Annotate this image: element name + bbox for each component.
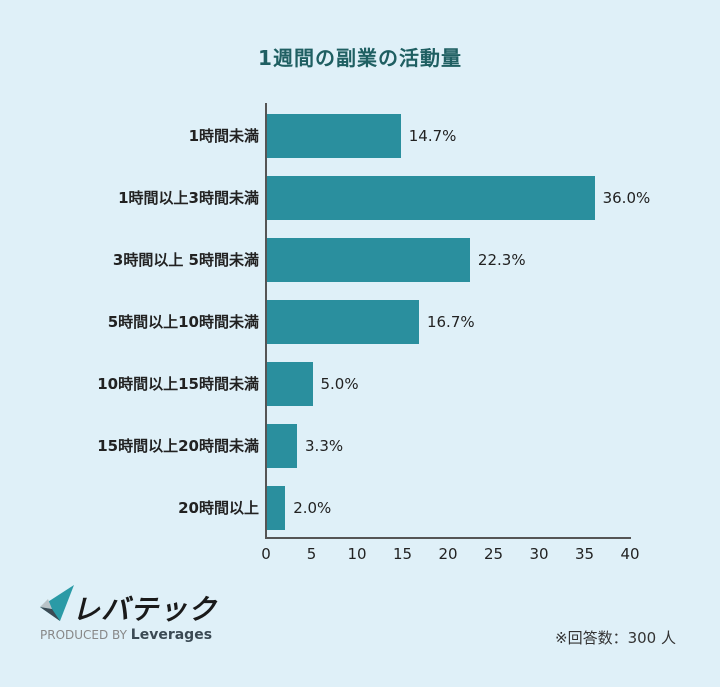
value-label: 14.7% (408, 127, 457, 145)
value-label: 16.7% (426, 313, 475, 331)
x-tick-label: 15 (392, 545, 413, 563)
value-label: 2.0% (293, 499, 332, 517)
category-label: 10時間以上15時間未満 (97, 375, 259, 393)
value-label: 36.0% (602, 189, 651, 207)
bar-row: 3時間以上 5時間未満 22.3% (0, 238, 720, 282)
category-label: 15時間以上20時間未満 (97, 437, 259, 455)
company-name: Leverages (130, 627, 213, 643)
produced-by-label: PRODUCED BY (40, 628, 127, 642)
value-label: 5.0% (320, 375, 359, 393)
category-label: 1時間未満 (188, 127, 259, 145)
produced-by: PRODUCED BY Leverages (40, 627, 212, 643)
category-label: 5時間以上10時間未満 (107, 313, 259, 331)
bar-row: 10時間以上15時間未満 5.0% (0, 362, 720, 406)
category-label: 1時間以上3時間未満 (118, 189, 259, 207)
category-label: 20時間以上 (178, 499, 259, 517)
bar (267, 362, 313, 406)
bar (267, 114, 401, 158)
bar (267, 486, 286, 530)
bar-row: 1時間以上3時間未満 36.0% (0, 176, 720, 220)
x-tick-label: 0 (261, 545, 271, 563)
bar-row: 20時間以上 2.0% (0, 486, 720, 530)
x-tick-label: 20 (438, 545, 458, 563)
category-label: 3時間以上 5時間未満 (112, 251, 259, 269)
x-tick-label: 5 (306, 545, 317, 563)
bar-row: 5時間以上10時間未満 16.7% (0, 300, 720, 344)
x-tick-label: 10 (347, 545, 367, 563)
x-tick-label: 40 (620, 545, 640, 563)
y-axis-line (265, 103, 267, 538)
bar (267, 238, 470, 282)
value-label: 3.3% (305, 437, 344, 455)
bar (267, 176, 595, 220)
x-tick-label: 25 (483, 545, 504, 563)
bar-row: 15時間以上20時間未満 3.3% (0, 424, 720, 468)
x-axis-line (265, 537, 631, 539)
levatech-logo-icon (40, 585, 74, 621)
x-tick-label: 35 (574, 545, 595, 563)
bar (267, 300, 419, 344)
x-tick-label: 30 (529, 545, 549, 563)
respondent-note: ※回答数：300 人 (555, 629, 676, 647)
value-label: 22.3% (477, 251, 526, 269)
chart-title: 1週間の副業の活動量 (258, 46, 462, 70)
logo-wordmark: レバテック (72, 593, 218, 626)
bar (267, 424, 298, 468)
bar-row: 1時間未満 14.7% (0, 114, 720, 158)
